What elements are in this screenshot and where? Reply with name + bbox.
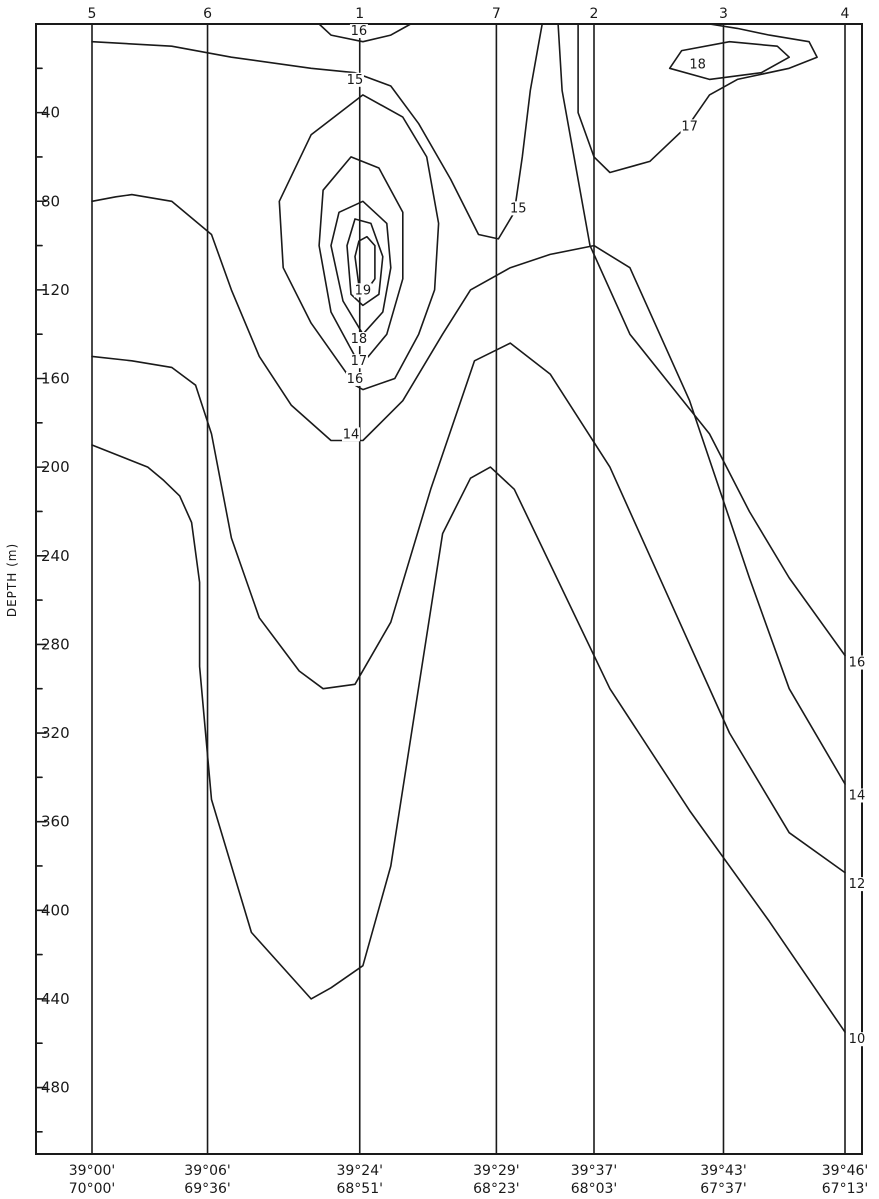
isotherm-19 <box>354 235 376 291</box>
contour-label-bg <box>688 57 707 72</box>
y-tick-label: 480 <box>41 1079 70 1097</box>
y-tick-label: 200 <box>41 458 70 476</box>
contour-label-bg <box>847 877 866 892</box>
contour-label-bg <box>349 354 368 369</box>
station-lon-label: 69°36' <box>184 1181 230 1197</box>
y-tick-label: 360 <box>41 813 70 831</box>
contour-label-bg <box>353 283 372 298</box>
contour-label: 16 <box>849 656 866 671</box>
station-id-label: 3 <box>719 6 728 22</box>
contour-label: 16 <box>351 24 368 39</box>
contour-label-bg <box>345 371 364 386</box>
contour-label: 14 <box>343 427 360 442</box>
station-id-label: 7 <box>492 6 501 22</box>
contour-label-bg <box>345 72 364 87</box>
station-lat-label: 39°29' <box>473 1163 519 1179</box>
y-tick-label: 320 <box>41 724 70 742</box>
isotherm-16 <box>557 23 846 657</box>
contour-label-bg <box>847 655 866 670</box>
station-id-label: 5 <box>88 6 97 22</box>
isotherm-10 <box>91 444 846 1033</box>
contour-label: 18 <box>689 57 706 72</box>
station-lon-label: 67°37' <box>700 1181 746 1197</box>
contour-label-bg <box>847 1032 866 1047</box>
contour-label: 14 <box>849 788 866 803</box>
station-id-label: 4 <box>841 6 850 22</box>
contour-label: 16 <box>347 372 364 387</box>
station-lat-label: 39°43' <box>700 1163 746 1179</box>
isotherm-12 <box>91 342 846 874</box>
isotherm-16 <box>318 23 412 43</box>
station-lon-label: 68°03' <box>571 1181 617 1197</box>
contour-label: 18 <box>351 332 368 347</box>
contour-label-bg <box>349 24 368 39</box>
contour-label: 17 <box>681 119 698 134</box>
contour-label-bg <box>509 201 528 216</box>
station-lat-label: 39°00' <box>69 1163 115 1179</box>
y-axis-title: DEPTH (m) <box>5 543 19 617</box>
plot-frame <box>35 23 863 1155</box>
y-tick-label: 80 <box>41 192 60 210</box>
y-tick-label: 280 <box>41 635 70 653</box>
station-lon-label: 68°51' <box>336 1181 382 1197</box>
station-lat-label: 39°46' <box>822 1163 868 1179</box>
station-lat-label: 39°06' <box>184 1163 230 1179</box>
isotherm-18 <box>346 218 384 307</box>
isotherm-18 <box>668 40 790 81</box>
contour-label: 15 <box>510 201 527 216</box>
contour-label-bg <box>341 427 360 442</box>
y-tick-label: 240 <box>41 547 70 565</box>
station-id-label: 2 <box>590 6 599 22</box>
station-lon-label: 70°00' <box>69 1181 115 1197</box>
contour-label: 19 <box>355 283 372 298</box>
isotherm-14 <box>91 193 846 785</box>
y-tick-label: 440 <box>41 990 70 1008</box>
isotherm-17 <box>577 23 818 174</box>
contour-label-bg <box>847 788 866 803</box>
contour-label: 12 <box>849 877 866 892</box>
contour-label-bg <box>349 332 368 347</box>
isotherm-16 <box>318 156 404 364</box>
station-lon-label: 68°23' <box>473 1181 519 1197</box>
station-lon-label: 67°13' <box>822 1181 868 1197</box>
isotherm-17 <box>330 200 392 335</box>
station-lat-label: 39°37' <box>571 1163 617 1179</box>
contour-label: 15 <box>347 73 364 88</box>
contour-label-bg <box>680 119 699 134</box>
y-tick-label: 400 <box>41 901 70 919</box>
isotherm-15 <box>91 23 543 240</box>
y-tick-label: 120 <box>41 281 70 299</box>
contour-label: 10 <box>849 1032 866 1047</box>
station-lat-label: 39°24' <box>336 1163 382 1179</box>
station-id-label: 6 <box>203 6 212 22</box>
y-tick-label: 160 <box>41 370 70 388</box>
y-tick-label: 40 <box>41 104 60 122</box>
contour-label: 17 <box>351 354 368 369</box>
station-id-label: 1 <box>355 6 364 22</box>
